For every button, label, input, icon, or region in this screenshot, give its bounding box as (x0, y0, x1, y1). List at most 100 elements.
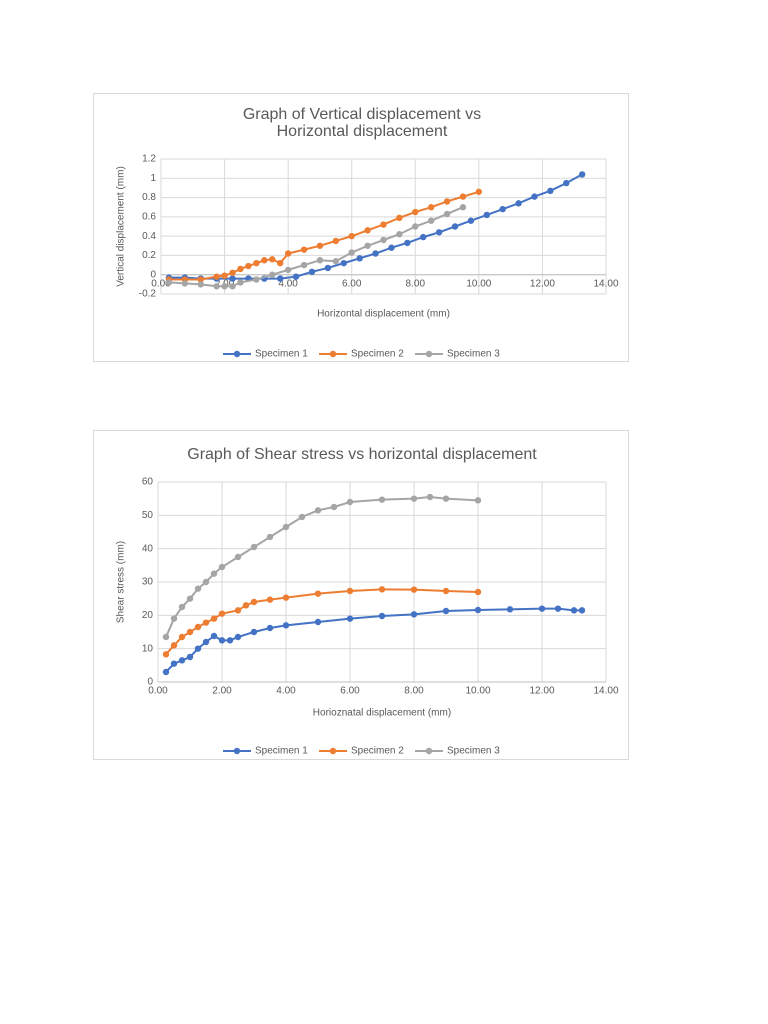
data-point (475, 188, 483, 195)
data-point (314, 507, 322, 514)
data-point (226, 637, 234, 644)
data-point (300, 246, 308, 253)
data-point (218, 637, 226, 644)
y-tick-label: -0.2 (139, 289, 157, 300)
data-point (570, 607, 578, 614)
data-point (210, 570, 218, 577)
data-point (380, 221, 387, 228)
data-point (284, 250, 292, 257)
data-point (162, 668, 170, 676)
data-point (346, 615, 354, 622)
data-point (442, 607, 450, 615)
y-tick-label: 50 (142, 510, 154, 521)
chart: 0 10 20 30 40 50 60 0.00 2.00 4.00 6.00 8.00 10.00 12… (116, 477, 619, 757)
data-point (378, 612, 386, 620)
data-point (396, 231, 403, 238)
chart-frame: Graph of Shear stress vs horizontal disp… (93, 430, 629, 760)
data-point (162, 633, 170, 641)
chart-frame: Graph of Vertical displacement vs Horizo… (93, 93, 629, 362)
x-tick-label: 14.00 (593, 278, 618, 289)
data-point (165, 279, 173, 286)
data-point (364, 227, 371, 234)
data-point (170, 642, 178, 649)
y-tick-label: 10 (142, 643, 154, 654)
x-tick-label: 12.00 (529, 686, 554, 697)
data-point (292, 273, 300, 280)
x-tick-label: 6.00 (340, 686, 360, 697)
x-axis-title: Horioznatal displacement (mm) (313, 708, 451, 719)
y-tick-label: 0.4 (142, 231, 156, 242)
data-point (364, 242, 371, 249)
data-point (229, 283, 236, 290)
data-point (269, 271, 276, 278)
data-point (378, 496, 386, 503)
data-point (410, 611, 418, 618)
data-point (332, 258, 340, 265)
data-point (442, 495, 450, 502)
x-tick-label: 10.00 (466, 278, 491, 289)
data-point (443, 210, 451, 218)
data-point (348, 232, 355, 240)
x-tick-label: 8.00 (404, 686, 424, 697)
data-point (170, 660, 178, 667)
data-point (578, 171, 586, 178)
data-point (282, 594, 290, 601)
data-point (221, 283, 228, 290)
data-point (162, 651, 170, 658)
legend-marker (425, 747, 433, 755)
x-tick-label: 4.00 (278, 278, 298, 289)
data-point (194, 623, 202, 631)
chart: -0.200.20.40.60.811.20.002.004.006.008.0… (116, 154, 619, 360)
data-point (282, 523, 290, 531)
x-tick-label: 0.00 (151, 278, 171, 289)
x-tick-label: 4.00 (276, 686, 296, 697)
chart-title: Graph of Shear stress vs horizontal disp… (187, 446, 537, 463)
data-point (356, 255, 363, 262)
data-point (410, 586, 418, 593)
data-point (221, 272, 228, 279)
data-point (253, 259, 260, 267)
data-point (242, 602, 250, 609)
legend-marker (329, 350, 337, 358)
data-point (378, 586, 386, 593)
data-point (197, 276, 204, 283)
data-point (346, 587, 354, 595)
data-point (202, 578, 210, 586)
x-tick-label: 14.00 (593, 686, 618, 697)
y-tick-label: 30 (142, 577, 154, 588)
data-point (234, 553, 242, 561)
y-tick-label: 20 (142, 610, 154, 621)
data-point (426, 493, 434, 501)
data-point (229, 275, 236, 282)
data-point (284, 266, 292, 274)
data-point (178, 657, 186, 664)
data-point (340, 259, 347, 267)
legend-marker (233, 747, 241, 755)
data-point (197, 281, 204, 288)
data-point (245, 262, 252, 270)
data-point (380, 236, 387, 244)
data-point (554, 605, 562, 612)
data-point (538, 605, 546, 612)
x-tick-label: 12.00 (530, 278, 555, 289)
data-point (186, 628, 194, 636)
data-point (250, 543, 258, 551)
data-point (316, 242, 324, 249)
x-tick-label: 6.00 (342, 278, 362, 289)
data-point (202, 638, 210, 646)
data-point (213, 273, 220, 280)
y-axis-title: Shear stress (mm) (116, 541, 127, 623)
data-point (218, 563, 226, 571)
legend-marker (425, 350, 433, 358)
data-point (229, 269, 236, 276)
data-point (346, 498, 354, 506)
data-point (459, 204, 467, 211)
data-point (314, 590, 322, 597)
data-point (412, 208, 419, 216)
data-point (324, 264, 332, 272)
data-point (442, 587, 450, 595)
x-tick-label: 10.00 (465, 686, 490, 697)
legend-label: Specimen 1 (255, 349, 308, 360)
data-point (186, 595, 194, 602)
